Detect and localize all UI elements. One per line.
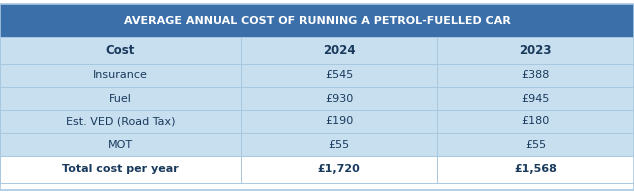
Bar (241, 87, 437, 110)
Bar (0, 156, 241, 183)
Text: £388: £388 (522, 70, 550, 81)
Bar (0, 37, 241, 64)
Bar (437, 133, 634, 156)
Text: £55: £55 (525, 139, 547, 150)
Text: 2023: 2023 (519, 44, 552, 57)
Bar (437, 156, 634, 183)
Bar (437, 110, 634, 133)
Bar (241, 156, 437, 183)
Bar (241, 133, 437, 156)
Bar (241, 64, 437, 87)
Text: £945: £945 (522, 94, 550, 104)
Text: 2024: 2024 (323, 44, 356, 57)
Bar (0, 110, 241, 133)
Bar (241, 37, 437, 64)
Text: MOT: MOT (108, 139, 133, 150)
Text: AVERAGE ANNUAL COST OF RUNNING A PETROL-FUELLED CAR: AVERAGE ANNUAL COST OF RUNNING A PETROL-… (124, 16, 510, 25)
Bar (437, 87, 634, 110)
Bar (0, 133, 241, 156)
Text: Cost: Cost (106, 44, 135, 57)
Text: £1,568: £1,568 (514, 165, 557, 174)
Bar (0, 4, 634, 37)
Bar (0, 64, 241, 87)
Bar (241, 110, 437, 133)
Text: Est. VED (Road Tax): Est. VED (Road Tax) (66, 117, 175, 126)
Bar (0, 87, 241, 110)
Text: £930: £930 (325, 94, 353, 104)
Text: £1,720: £1,720 (318, 165, 361, 174)
Bar (437, 37, 634, 64)
Text: Insurance: Insurance (93, 70, 148, 81)
Text: Fuel: Fuel (109, 94, 132, 104)
Text: £180: £180 (522, 117, 550, 126)
Text: Total cost per year: Total cost per year (62, 165, 179, 174)
Text: £190: £190 (325, 117, 353, 126)
Bar (437, 64, 634, 87)
Text: £545: £545 (325, 70, 353, 81)
Text: £55: £55 (328, 139, 350, 150)
